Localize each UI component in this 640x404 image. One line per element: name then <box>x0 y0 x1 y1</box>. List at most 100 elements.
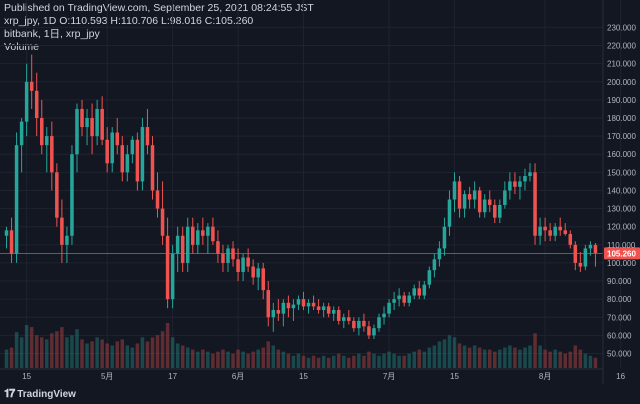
candle-body <box>286 302 291 309</box>
volume-bar <box>321 355 326 368</box>
volume-bar <box>85 343 89 368</box>
y-tick-label: 80.000 <box>607 295 632 304</box>
candle-body <box>296 299 301 305</box>
volume-bar <box>422 351 427 368</box>
volume-bar <box>145 341 150 368</box>
volume-bar <box>372 353 376 368</box>
x-tick-label: 16 <box>616 372 625 381</box>
candle-body <box>185 226 190 263</box>
volume-bar <box>306 357 311 368</box>
volume-bar <box>583 353 588 368</box>
volume-bar <box>165 323 170 368</box>
volume-bar <box>190 349 195 368</box>
volume-bar <box>412 351 417 368</box>
volume-bar <box>206 351 210 368</box>
volume-bar <box>402 355 406 368</box>
volume-bar <box>55 331 59 368</box>
x-tick-label: 8月 <box>539 372 551 381</box>
candle-body <box>523 175 527 182</box>
candle-body <box>543 226 547 231</box>
candle-body <box>4 230 9 236</box>
volume-bar <box>120 339 125 368</box>
volume-bar <box>482 349 487 368</box>
symbol-ohlc-line: xrp_jpy, 1D O:110.593 H:110.706 L:98.016… <box>4 15 254 27</box>
volume-bar <box>296 353 301 368</box>
candle-body <box>513 181 517 187</box>
volume-bar <box>392 353 396 368</box>
candle-body <box>105 139 109 164</box>
volume-bar <box>125 345 130 368</box>
candle-body <box>462 194 467 209</box>
volume-bar <box>236 349 240 368</box>
candle-body <box>362 320 366 327</box>
volume-bar <box>518 349 522 368</box>
candle-body <box>39 118 44 146</box>
y-axis[interactable]: 50.000 60.000 70.000 80.000 90.000 100.000 110… <box>602 0 636 384</box>
x-tick-label: 5月 <box>101 372 113 381</box>
volume-bar <box>593 357 598 368</box>
tradingview-logo-text: TradingView <box>17 389 76 400</box>
candle-body <box>357 320 361 329</box>
y-tick-label: 60.000 <box>607 331 632 340</box>
candle-body <box>120 145 125 173</box>
price-label: 105.260 <box>607 249 636 258</box>
volume-bar <box>226 351 230 368</box>
candle-body <box>165 235 170 300</box>
grid-lines <box>0 0 622 368</box>
price-label-bg <box>604 247 640 260</box>
candle-body <box>246 257 250 267</box>
volume-label: Volume <box>4 41 40 53</box>
volume-bar <box>498 349 502 368</box>
candle-body <box>508 181 512 191</box>
volume-bar <box>75 329 79 368</box>
volume-bar <box>34 335 39 368</box>
volume-bar <box>291 355 296 368</box>
candle-body <box>80 108 84 128</box>
x-tick-label: 6月 <box>232 372 244 381</box>
candle-body <box>452 181 457 200</box>
volume-bar <box>135 343 140 368</box>
volume-bar <box>578 349 583 368</box>
volume-bar <box>14 332 19 368</box>
chart-header: Published on TradingView.com, September … <box>4 2 314 54</box>
volume-bar <box>462 345 467 368</box>
candle-body <box>372 328 376 336</box>
y-tick-label: 230.000 <box>607 23 636 32</box>
tradingview-logo[interactable]: 𝟏𝟕 TradingView <box>4 388 76 401</box>
y-tick-label: 160.000 <box>607 150 636 159</box>
published-line: Published on TradingView.com, September … <box>4 2 314 14</box>
volume-bar <box>231 353 235 368</box>
volume-bar <box>513 347 517 368</box>
volume-bar <box>9 347 14 368</box>
volume-bar <box>60 327 64 368</box>
candle-body <box>170 253 175 300</box>
volume-bar <box>211 353 215 368</box>
candle-body <box>367 326 371 336</box>
volume-bar <box>568 351 573 368</box>
candle-body <box>241 257 245 272</box>
candle-body <box>196 230 200 245</box>
x-tick-label: 15 <box>450 372 459 381</box>
candle-body <box>226 248 230 263</box>
volume-bar <box>397 355 401 368</box>
volume-bar <box>110 345 114 368</box>
candle-body <box>311 302 316 307</box>
candle-body <box>392 299 396 303</box>
candle-body <box>135 139 140 182</box>
candle-body <box>563 230 568 234</box>
y-tick-label: 70.000 <box>607 313 632 322</box>
volume-bars <box>4 323 598 368</box>
y-tick-label: 190.000 <box>607 96 636 105</box>
candle-body <box>568 233 573 245</box>
x-axis[interactable]: 155月176月157月158月169月20 <box>0 368 640 381</box>
candle-body <box>180 235 185 263</box>
x-tick-label: 17 <box>168 372 177 381</box>
y-tick-label: 140.000 <box>607 186 636 195</box>
candle-body <box>437 248 442 260</box>
y-tick-label: 50.000 <box>607 350 632 359</box>
candle-body <box>427 270 432 285</box>
candle-body <box>382 313 386 318</box>
tradingview-logo-icon: 𝟏𝟕 <box>4 388 15 400</box>
volume-bar <box>563 353 568 368</box>
